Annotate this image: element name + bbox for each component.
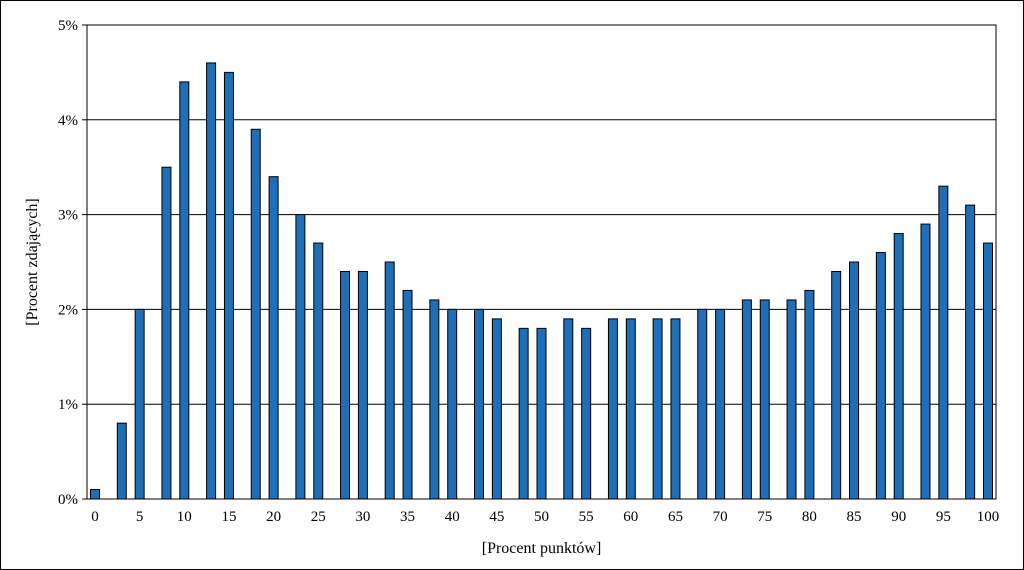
bar	[831, 270, 842, 500]
y-tick-label: 1%	[58, 397, 78, 413]
bar	[402, 289, 413, 500]
x-tick-label: 70	[713, 509, 728, 525]
bar	[849, 261, 860, 500]
bar	[295, 214, 306, 500]
bar	[90, 489, 100, 500]
bar	[268, 176, 279, 500]
x-tick-label: 25	[311, 509, 326, 525]
x-tick-label: 95	[936, 509, 951, 525]
x-tick-label: 100	[977, 509, 1000, 525]
x-tick-label: 40	[445, 509, 460, 525]
bar	[161, 166, 172, 500]
bar	[804, 289, 815, 500]
x-tick-label: 0	[91, 509, 99, 525]
bar	[340, 270, 351, 500]
bar	[875, 252, 886, 500]
bar	[447, 308, 458, 500]
bar	[715, 308, 726, 500]
bar	[134, 308, 145, 500]
bar	[563, 318, 574, 500]
x-tick-label: 20	[266, 509, 281, 525]
x-tick-label: 90	[891, 509, 906, 525]
bar	[697, 308, 708, 500]
bar	[607, 318, 618, 500]
bar	[357, 270, 368, 500]
x-tick-label: 10	[177, 509, 192, 525]
bar	[384, 261, 395, 500]
bar	[625, 318, 636, 500]
x-tick-label: 45	[489, 509, 504, 525]
bar	[920, 223, 931, 500]
bar	[491, 318, 502, 500]
bar	[313, 242, 324, 500]
bar	[206, 62, 217, 500]
x-axis-ticks: 0 5 10 15 20 25 30 35 40 45 50 55 60 65 70 75 80 85 90 95 10…	[91, 509, 999, 525]
bar	[179, 81, 190, 500]
bar	[786, 299, 797, 500]
bar	[670, 318, 681, 500]
x-axis-title: [Procent punktów]	[482, 540, 602, 557]
y-axis-title: [Procent zdających]	[24, 198, 41, 325]
x-tick-label: 55	[579, 509, 594, 525]
bars	[90, 62, 993, 500]
x-tick-label: 50	[534, 509, 549, 525]
bar	[652, 318, 663, 500]
bar	[893, 233, 904, 500]
x-tick-label: 85	[847, 509, 862, 525]
y-tick-label: 0%	[58, 492, 78, 508]
x-tick-label: 30	[355, 509, 370, 525]
y-tick-label: 2%	[58, 302, 78, 318]
x-tick-label: 65	[668, 509, 683, 525]
y-axis-ticks: 0% 1% 2% 3% 4% 5%	[58, 18, 87, 508]
x-tick-label: 35	[400, 509, 415, 525]
x-tick-label: 80	[802, 509, 817, 525]
x-tick-label: 5	[136, 509, 144, 525]
bar	[429, 299, 440, 500]
bar	[250, 128, 261, 500]
bar	[223, 71, 234, 500]
bar	[536, 327, 547, 500]
y-tick-label: 4%	[58, 113, 78, 129]
x-tick-label: 60	[623, 509, 638, 525]
bar	[581, 327, 592, 500]
bar	[759, 299, 770, 500]
bar	[938, 185, 949, 500]
bar	[518, 327, 529, 500]
x-tick-label: 15	[221, 509, 236, 525]
bar	[965, 204, 976, 500]
bar	[983, 242, 993, 500]
bar	[116, 422, 127, 500]
bar	[473, 308, 484, 500]
bar	[741, 299, 752, 500]
y-tick-label: 5%	[58, 18, 78, 34]
x-tick-label: 75	[757, 509, 772, 525]
y-tick-label: 3%	[58, 208, 78, 224]
